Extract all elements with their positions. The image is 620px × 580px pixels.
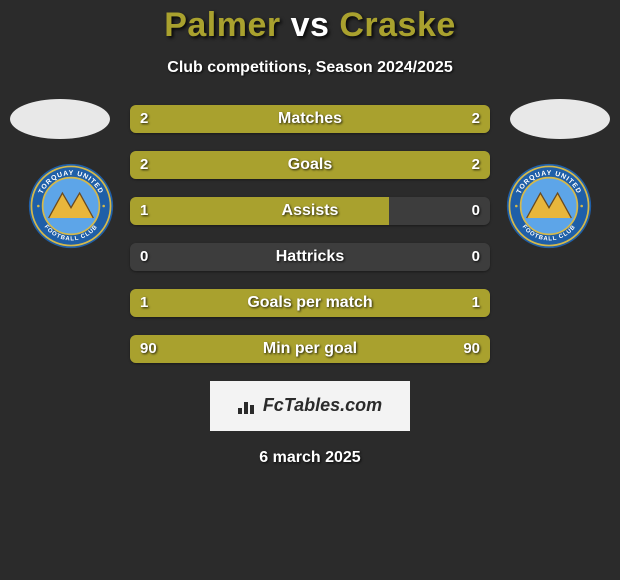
player1-avatar-placeholder	[10, 99, 110, 139]
stat-row: 11Goals per match	[130, 289, 490, 317]
title-vs: vs	[291, 6, 330, 44]
stat-label: Matches	[130, 105, 490, 133]
stats-area: TORQUAY UNITED FOOTBALL CLUB TORQUAY UNI…	[0, 105, 620, 363]
subtitle: Club competitions, Season 2024/2025	[0, 59, 620, 77]
date: 6 march 2025	[0, 449, 620, 467]
player2-avatar-placeholder	[510, 99, 610, 139]
stat-bars: 22Matches 22Goals 10Assists 00Hattricks 11Go…	[130, 105, 490, 363]
stat-row: 10Assists	[130, 197, 490, 225]
stat-label: Goals per match	[130, 289, 490, 317]
title-player2: Craske	[339, 6, 455, 44]
player1-club-badge: TORQUAY UNITED FOOTBALL CLUB	[28, 163, 114, 249]
watermark: FcTables.com	[210, 381, 410, 431]
stat-label: Min per goal	[130, 335, 490, 363]
title-player1: Palmer	[164, 6, 280, 44]
comparison-card: Palmer vs Craske Club competitions, Seas…	[0, 0, 620, 580]
player2-club-badge: TORQUAY UNITED FOOTBALL CLUB	[506, 163, 592, 249]
watermark-label: FcTables.com	[263, 395, 382, 415]
stat-row: 00Hattricks	[130, 243, 490, 271]
stat-label: Hattricks	[130, 243, 490, 271]
stat-label: Assists	[130, 197, 490, 225]
title: Palmer vs Craske	[0, 6, 620, 45]
watermark-text: FcTables.com	[210, 395, 410, 416]
stat-label: Goals	[130, 151, 490, 179]
bars-icon	[238, 398, 258, 414]
stat-row: 9090Min per goal	[130, 335, 490, 363]
stat-row: 22Matches	[130, 105, 490, 133]
stat-row: 22Goals	[130, 151, 490, 179]
